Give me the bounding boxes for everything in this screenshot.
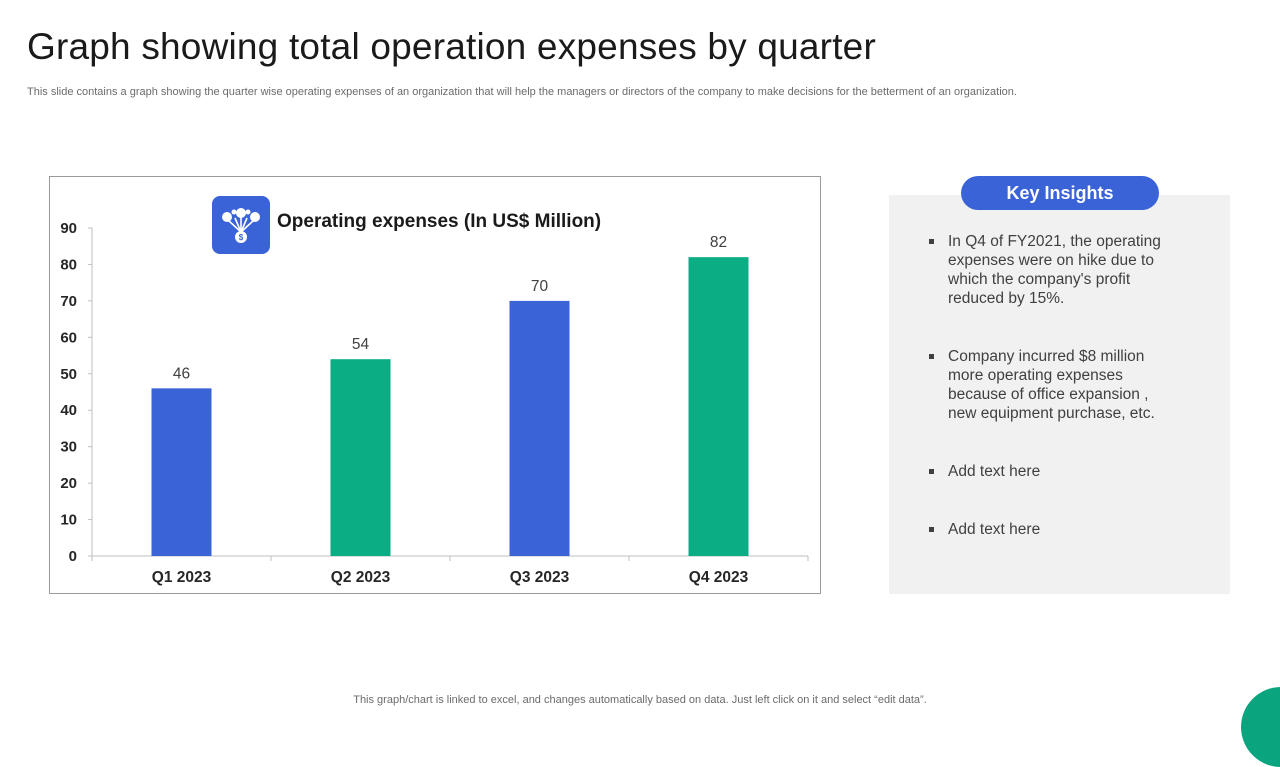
bullet-icon: [929, 469, 934, 474]
bar: [151, 388, 212, 556]
y-tick-label: 10: [60, 512, 77, 529]
footer-note: This graph/chart is linked to excel, and…: [353, 694, 927, 706]
page-subtitle: This slide contains a graph showing the …: [27, 86, 1017, 98]
bullet-icon: [929, 239, 934, 244]
y-tick-label: 90: [60, 220, 77, 237]
bar-value-label: 70: [531, 278, 549, 295]
y-tick-label: 20: [60, 475, 77, 492]
x-category-label: Q3 2023: [510, 569, 570, 586]
bar-chart: 0 10 20 30 40 50 60 70 80 90 46 Q1 2023 54 Q2 2023 70 Q…: [60, 220, 809, 586]
bullet-icon: [929, 354, 934, 359]
bar-value-label: 54: [352, 336, 370, 353]
page-title: Graph showing total operation expenses b…: [27, 26, 876, 67]
bullet-icon: [929, 527, 934, 532]
y-tick-label: 60: [60, 329, 77, 346]
chart-title: Operating expenses (In US$ Million): [277, 211, 602, 232]
y-tick-label: 50: [60, 366, 77, 383]
insight-item: Company incurred $8 million more operati…: [927, 347, 1177, 423]
bar-value-label: 46: [173, 365, 190, 382]
insight-text: Add text here: [948, 463, 1041, 480]
insight-item: Add text here: [927, 462, 1177, 481]
money-growth-icon: $: [212, 196, 270, 254]
y-tick-label: 80: [60, 256, 77, 273]
insight-item: In Q4 of FY2021, the operating expenses …: [927, 232, 1177, 308]
svg-text:$: $: [239, 233, 244, 242]
chart-frame: 0 10 20 30 40 50 60 70 80 90 46 Q1 2023 54 Q2 2023 70 Q…: [49, 176, 821, 594]
bar-value-label: 82: [710, 234, 727, 251]
y-tick-label: 30: [60, 439, 77, 456]
bar: [688, 257, 749, 556]
bar: [330, 359, 391, 556]
y-tick-label: 70: [60, 293, 77, 310]
x-category-label: Q4 2023: [689, 569, 749, 586]
insight-text: Company incurred $8 million more operati…: [948, 348, 1155, 422]
x-category-label: Q1 2023: [152, 569, 212, 586]
bar: [509, 300, 570, 556]
y-tick-label: 40: [60, 402, 77, 419]
insight-item: Add text here: [927, 520, 1177, 539]
insights-list: In Q4 of FY2021, the operating expenses …: [927, 232, 1177, 578]
insight-text: In Q4 of FY2021, the operating expenses …: [948, 233, 1161, 307]
x-category-label: Q2 2023: [331, 569, 391, 586]
insights-panel: [889, 195, 1230, 594]
y-tick-label: 0: [69, 548, 77, 565]
insights-heading: Key Insights: [961, 176, 1159, 210]
insight-text: Add text here: [948, 521, 1041, 538]
